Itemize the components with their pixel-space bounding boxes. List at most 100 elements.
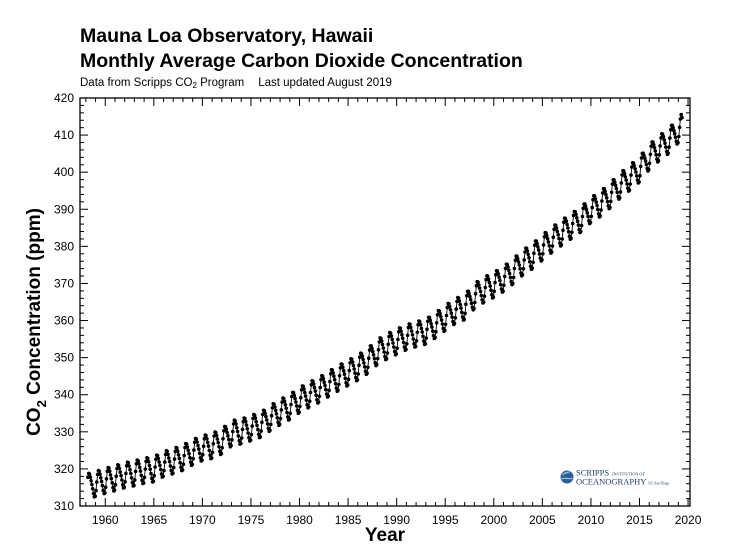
data-point [527,255,531,260]
data-point [172,457,177,461]
data-point [447,302,451,306]
data-point [443,322,448,327]
x-tick-label: 1990 [383,513,410,527]
data-point [269,413,274,418]
data-point [411,337,416,341]
data-point [318,385,323,390]
data-point [600,199,604,203]
y-tick-label: 390 [54,202,74,216]
x-tick-label: 1975 [238,513,265,527]
data-point [109,476,114,481]
data-point [421,334,425,339]
data-point [119,473,123,478]
data-point [268,428,272,433]
data-point [634,170,638,174]
data-point [664,145,668,149]
data-point [526,252,530,257]
data-point [454,307,459,311]
data-point [380,342,385,347]
data-point [654,153,658,157]
data-point [134,462,139,466]
source-sub: 2 [192,81,197,90]
data-point [486,277,491,282]
data-point [653,149,658,153]
data-point [459,306,463,310]
data-point [340,362,344,367]
data-point [404,347,408,352]
data-point [204,433,208,438]
data-point [595,203,599,208]
data-point [104,477,109,481]
data-point [551,235,556,239]
data-point [155,453,160,458]
data-point [147,463,152,468]
data-point [330,368,335,372]
data-point [661,134,666,139]
data-point [273,408,278,413]
data-point [215,437,220,441]
y-tick-label: 410 [54,128,74,142]
data-point [628,182,632,186]
data-point [226,437,231,442]
x-tick-label: 1985 [335,513,362,527]
data-point [604,192,608,197]
data-point [90,487,95,491]
data-point [375,362,379,367]
data-point [396,337,400,342]
data-point [205,440,210,445]
data-point [463,311,467,316]
data-point [275,416,280,420]
data-point [554,226,559,230]
data-point [211,441,216,446]
data-point [99,476,103,480]
data-point [569,236,573,240]
data-point [444,313,449,318]
data-point [511,275,516,280]
data-point [399,329,403,334]
data-point [98,472,102,477]
data-point [362,361,366,365]
data-point [502,274,507,279]
data-point [323,383,327,388]
data-point [676,140,680,145]
data-point [467,291,471,296]
y-tick-label: 420 [54,91,74,105]
data-point [428,318,433,323]
data-point [392,345,396,349]
data-point [576,223,581,227]
data-point [430,325,434,329]
data-point [294,404,299,408]
data-point [642,153,646,158]
data-point [496,272,501,276]
data-point [178,460,182,465]
data-point [120,478,124,482]
data-point [206,444,211,448]
data-point [151,479,156,484]
data-point [384,356,389,361]
data-point [592,194,597,198]
data-point [405,333,410,338]
data-point [230,438,234,442]
data-point [541,252,545,256]
data-point [272,402,276,407]
data-point [427,315,432,320]
data-point [167,456,171,460]
data-point [604,196,609,200]
data-point [269,422,273,427]
data-point [629,173,633,177]
data-point [259,429,263,433]
data-point [250,424,254,428]
data-point [414,339,419,343]
data-point [677,134,681,139]
data-point [116,463,121,468]
data-point [214,430,218,435]
data-point [400,333,404,337]
data-point [177,456,182,461]
data-point [372,356,377,361]
data-point [255,423,259,428]
data-point [361,357,365,362]
data-point [123,480,127,484]
data-point [171,471,175,476]
data-point [507,268,511,273]
data-point [447,304,452,309]
